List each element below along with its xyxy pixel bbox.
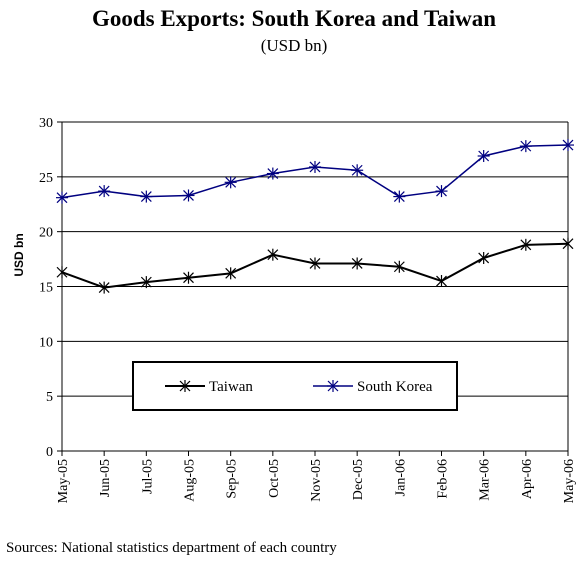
y-tick-label-30: 30 [39, 116, 53, 131]
x-tick-label: Oct-05 [267, 459, 282, 498]
x-tick-label: May-05 [56, 459, 71, 503]
legend-label-south-korea: South Korea [357, 379, 433, 395]
data-point-taiwan [140, 276, 152, 289]
data-point-taiwan [478, 251, 490, 264]
y-axis-label: USD bn [12, 233, 26, 276]
x-tick-label: Dec-05 [351, 459, 366, 500]
x-tick-label: Aug-05 [183, 459, 198, 502]
legend-label-taiwan: Taiwan [209, 379, 253, 395]
data-point-taiwan [56, 266, 68, 279]
x-tick-label: Feb-06 [436, 459, 451, 499]
data-point-south-korea [393, 190, 406, 203]
data-point-south-korea [266, 167, 279, 180]
data-point-south-korea [98, 185, 111, 198]
data-point-taiwan [267, 248, 279, 261]
axes: 0 5 10 15 20 25 30 May-05 Jun-05 Jul-05 Aug-05 Sep-… [39, 116, 577, 503]
data-point-taiwan [183, 271, 194, 284]
chart-title: Goods Exports: South Korea and Taiwan [91, 6, 497, 31]
data-point-south-korea [182, 189, 195, 202]
chart-subtitle: (USD bn) [260, 36, 328, 55]
data-point-south-korea [435, 185, 448, 198]
x-tick-label: Jun-05 [98, 459, 113, 497]
data-point-south-korea [56, 191, 68, 204]
data-point-taiwan [520, 238, 532, 251]
data-point-taiwan [351, 257, 363, 270]
x-tick-label: Nov-05 [309, 459, 324, 502]
legend-swatch-marker-south-korea [327, 380, 339, 392]
data-point-taiwan [309, 257, 321, 270]
data-point-south-korea [140, 190, 153, 203]
x-tick-label: Sep-05 [225, 459, 240, 499]
x-tick-label: Apr-06 [520, 459, 535, 499]
data-point-south-korea [562, 139, 574, 152]
x-tick-label: Jul-05 [140, 459, 155, 494]
data-point-taiwan [562, 237, 574, 250]
series-lines [56, 139, 574, 294]
y-tick-label-20: 20 [39, 226, 53, 241]
data-point-south-korea [519, 140, 532, 153]
data-point-south-korea [477, 149, 490, 162]
data-point-south-korea [224, 176, 237, 189]
data-point-taiwan [98, 281, 110, 294]
y-tick-label-25: 25 [39, 171, 53, 186]
y-tick-label-10: 10 [39, 335, 53, 350]
x-tick-label: Jan-06 [393, 459, 408, 496]
data-point-south-korea [351, 164, 364, 177]
legend-swatch-marker-taiwan [179, 380, 191, 392]
y-tick-label-15: 15 [39, 281, 53, 296]
data-point-south-korea [309, 160, 321, 173]
data-point-taiwan [393, 260, 405, 273]
source-note: Sources: National statistics department … [6, 540, 337, 556]
y-tick-label-0: 0 [46, 445, 53, 460]
x-tick-label: Mar-06 [478, 459, 493, 501]
data-point-taiwan [225, 267, 237, 280]
data-point-taiwan [436, 275, 447, 288]
legend: Taiwan South Korea [132, 361, 458, 411]
x-tick-label: May-06 [562, 459, 577, 503]
y-tick-label-5: 5 [46, 390, 53, 405]
